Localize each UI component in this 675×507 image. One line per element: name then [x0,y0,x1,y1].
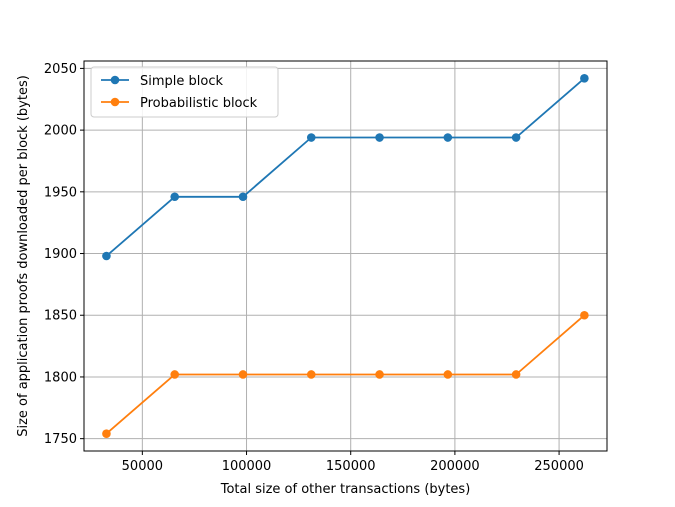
gridlines [84,61,607,451]
legend-entry: Simple block [101,74,223,89]
x-axis-label: Total size of other transactions (bytes) [220,482,471,497]
y-tick-label: 1850 [44,309,77,324]
x-tick-label: 200000 [430,459,480,474]
y-axis-label: Size of application proofs downloaded pe… [16,75,31,437]
data-point [580,73,589,83]
series-line [105,77,585,257]
data-point [306,133,316,142]
legend-marker [110,97,120,107]
legend-label: Simple block [140,74,223,89]
legend-entry: Probabilistic block [101,96,258,111]
legend-box [90,66,279,118]
data-point [170,370,180,379]
x-tick-label: 50000 [122,459,163,474]
data-point [102,429,111,439]
legend-marker [110,75,120,85]
data-point [102,251,111,261]
y-tick-label: 1750 [44,432,77,447]
series-layer [102,73,589,439]
data-point [443,133,453,142]
data-point [375,370,384,379]
y-tick-label: 2050 [44,62,77,77]
data-point [238,192,248,202]
series-0 [102,73,589,261]
series-1 [102,310,589,439]
x-tick-label: 100000 [222,459,272,474]
legend: Simple block Probabilistic block [90,66,279,118]
x-tick-label: 150000 [326,459,376,474]
data-point [511,133,521,142]
data-point [511,370,521,379]
data-point [580,310,589,320]
data-point [238,370,248,379]
y-tick-label: 1950 [44,185,77,200]
y-tick-label: 1800 [44,370,77,385]
data-point [306,370,316,379]
y-tick-label: 1900 [44,247,77,262]
data-point [443,370,453,379]
plot-frame [83,60,608,452]
legend-label: Probabilistic block [140,96,258,111]
y-tick-label: 2000 [44,124,77,139]
axis-ticks: 50000 100000 150000 200000 250000 1750 1800 185… [44,62,584,474]
series-line [105,314,585,435]
data-point [170,192,180,202]
data-point [375,133,384,142]
x-tick-label: 250000 [534,459,584,474]
